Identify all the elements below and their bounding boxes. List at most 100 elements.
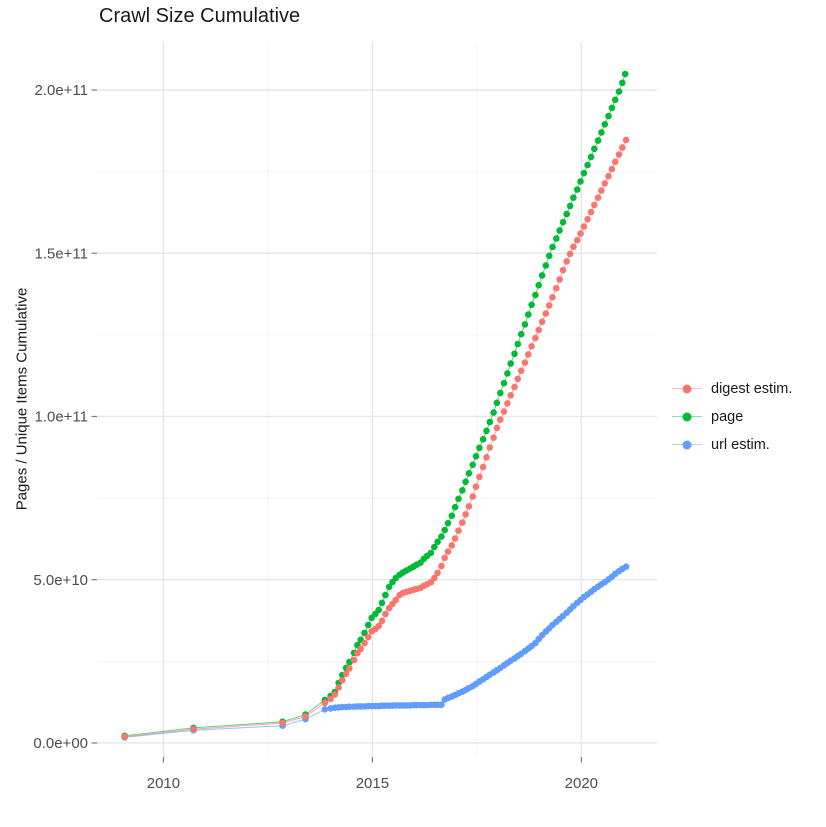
data-point-page [500,379,508,387]
data-point-page [378,599,386,607]
data-point-page [601,121,609,128]
data-point-digest [493,424,501,432]
data-point-page [528,301,535,309]
data-point-digest [542,310,550,317]
data-point-page [459,487,466,494]
data-point-page [605,112,612,120]
data-point-page [573,186,581,193]
y-tick-label: 0.0e+00 [33,735,88,752]
data-point-page [483,427,490,435]
y-tick-label: 1.0e+11 [34,409,88,426]
data-point-page [497,389,504,397]
data-point-page [535,281,542,289]
data-point-digest [378,617,386,625]
data-point-digest [563,258,570,265]
data-point-digest [598,187,605,194]
legend-item-digest: digest estim. [672,378,792,399]
data-point-digest [570,243,577,250]
data-point-page [517,330,525,338]
data-point-digest [321,699,329,707]
data-point-page [549,243,556,251]
legend-key-icon [672,382,702,396]
data-point-digest [566,250,574,258]
data-point-digest [497,416,504,424]
data-point-page [511,350,518,358]
data-point-digest [591,201,598,209]
data-point-digest [335,684,342,691]
data-point-digest [517,367,525,375]
data-point-url [321,706,329,713]
data-point-page [619,79,626,87]
data-point-digest [465,503,473,510]
data-point-page [504,370,511,377]
data-point-page [472,453,480,460]
series-line-page [124,73,626,737]
data-point-digest [535,326,542,334]
data-point-digest [279,719,286,727]
data-point-page [431,543,438,551]
data-point-digest [504,400,511,407]
data-point-digest [608,165,616,173]
data-point-digest [490,434,497,442]
data-point-page [532,291,539,299]
data-point-page [361,629,368,637]
data-point-digest [441,554,449,562]
data-point-page [427,549,435,557]
data-point-digest [472,483,480,491]
data-point-digest [364,633,372,641]
data-point-digest [525,351,532,358]
data-point-page [507,360,514,367]
chart-title: Crawl Size Cumulative [99,5,301,27]
data-point-digest [451,535,459,542]
data-point-digest [622,136,630,144]
data-point-digest [559,266,567,274]
data-point-digest [553,284,560,292]
data-point-digest [514,375,522,383]
data-point-page [434,538,441,546]
data-point-url [622,563,630,570]
data-point-page [542,262,550,269]
data-point-digest [469,493,477,500]
data-point-page [451,503,459,511]
data-point-digest [619,144,626,151]
legend-item-page: page [672,406,792,427]
data-point-digest [483,454,490,461]
data-point-digest [580,223,588,230]
legend-key-icon [672,438,702,452]
data-point-page [538,272,546,279]
data-point-page [570,194,577,201]
data-point-page [608,104,616,112]
legend-label: url estim. [711,436,770,453]
data-point-digest [339,677,346,684]
y-tick-label: 5.0e+10 [33,572,88,589]
data-point-digest [538,318,546,326]
data-point-digest [448,542,456,549]
data-point-page [580,169,588,177]
series-line-digest [124,139,627,738]
data-point-page [364,621,372,629]
data-point-digest [434,569,441,577]
data-point-digest [190,725,197,733]
series-line-url [124,566,627,738]
data-point-page [493,399,501,407]
data-point-page [448,512,456,519]
data-point-digest [577,230,584,237]
data-point-digest [361,639,368,647]
data-point-page [545,252,553,260]
data-point-page [465,470,473,477]
data-point-page [591,145,598,153]
data-point-page [444,519,452,527]
data-point-digest [605,172,612,180]
legend-item-url: url estim. [672,434,792,455]
data-point-page [462,478,469,486]
data-point-page [469,461,477,469]
data-point-page [455,495,462,503]
data-point-digest [549,294,556,301]
data-point-page [479,436,487,443]
data-point-page [438,533,445,540]
data-point-digest [584,216,591,223]
data-point-digest [615,151,623,158]
data-point-digest [302,713,309,720]
data-point-url [438,701,445,709]
